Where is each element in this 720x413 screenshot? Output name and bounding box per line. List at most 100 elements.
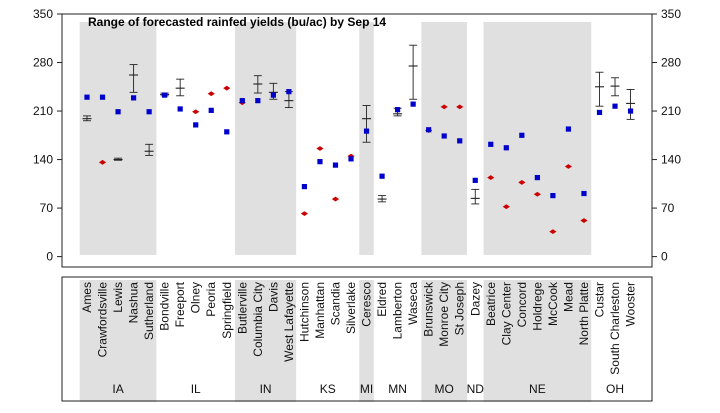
blue-point: [84, 94, 90, 100]
red-point: [440, 104, 448, 110]
site-label: Eldred: [375, 282, 389, 317]
state-label: IA: [112, 382, 123, 396]
y-tick-label-left: 280: [33, 56, 53, 70]
blue-point: [255, 98, 261, 104]
blue-point: [270, 92, 276, 98]
y-tick-label-left: 70: [40, 201, 54, 215]
site-label: Clay Center: [499, 282, 513, 345]
site-label: Ceresco: [360, 282, 374, 327]
state-label: OH: [606, 382, 624, 396]
blue-point: [239, 98, 245, 104]
site-label: Crawfordsville: [96, 282, 110, 358]
red-point: [518, 180, 526, 185]
site-label: St Joseph: [453, 282, 467, 335]
red-point: [207, 91, 215, 97]
state-shade: [79, 22, 157, 255]
blue-point: [410, 101, 416, 107]
red-point: [502, 204, 510, 210]
y-tick-label-right: 70: [661, 201, 675, 215]
state-labels: IA IL IN KS MI MN MO ND NE OH: [112, 382, 624, 396]
site-label: Silverlake: [344, 282, 358, 334]
site-label: Wooster: [624, 282, 638, 326]
y-tick-label-right: 140: [661, 153, 681, 167]
state-label: IL: [191, 382, 201, 396]
blue-point: [395, 107, 401, 113]
blue-point: [550, 193, 556, 199]
state-shade: [421, 280, 467, 402]
state-shading-top: [79, 22, 592, 255]
site-label: Springfield: [220, 282, 234, 339]
blue-point: [224, 129, 230, 135]
y-tick-label-left: 0: [46, 250, 53, 264]
y-tick-label-right: 280: [661, 56, 681, 70]
blue-point: [130, 95, 137, 101]
site-label: South Charleston: [608, 282, 622, 375]
red-point: [223, 85, 231, 91]
blue-point: [363, 128, 370, 134]
red-point: [316, 146, 324, 151]
blue-point: [286, 89, 292, 95]
blue-point: [162, 92, 168, 98]
blue-point: [99, 94, 106, 100]
blue-point: [348, 156, 354, 162]
state-shade: [235, 22, 297, 255]
state-label: KS: [320, 382, 336, 396]
label-frame: [61, 276, 653, 402]
state-label: ND: [467, 382, 485, 396]
red-point: [98, 159, 107, 165]
blue-point: [612, 103, 618, 109]
state-shade: [79, 280, 157, 402]
blue-point: [565, 126, 572, 132]
state-shade: [235, 280, 297, 402]
red-point: [331, 196, 340, 202]
site-label: Waseca: [406, 282, 420, 325]
blue-point: [581, 190, 587, 197]
blue-point: [519, 132, 525, 138]
blue-point: [115, 109, 121, 115]
site-label: Bondville: [158, 282, 172, 331]
state-label: IN: [260, 382, 272, 396]
site-label: Lewis: [111, 282, 125, 313]
red-point: [564, 164, 573, 169]
site-label: Nashua: [127, 282, 141, 324]
state-label: NE: [529, 382, 546, 396]
chart-title: Range of forecasted rainfed yields (bu/a…: [88, 15, 386, 29]
axes: 0 0 70 70 140 140 210 210 280 280 350 350: [33, 7, 681, 264]
y-tick-label-right: 350: [661, 7, 681, 21]
blue-point: [596, 109, 603, 116]
red-point: [347, 153, 355, 159]
red-point: [487, 175, 495, 180]
site-label: Dazey: [468, 282, 482, 316]
site-label: West Lafayette: [282, 282, 296, 362]
site-label: Butlerville: [235, 282, 249, 334]
site-label: Beatrice: [484, 282, 498, 326]
data-marks: [82, 44, 636, 235]
state-shade: [483, 22, 592, 255]
site-label: Custar: [592, 282, 606, 317]
site-label: Manhattan: [313, 282, 327, 339]
y-tick-label-left: 350: [33, 7, 53, 21]
site-label: Lamberton: [391, 282, 405, 339]
site-label: Mead: [561, 282, 575, 312]
site-label: Scandia: [328, 282, 342, 326]
state-label: MN: [388, 382, 407, 396]
state-shade: [483, 280, 592, 402]
site-label: North Platte: [577, 282, 591, 346]
state-label: MI: [360, 382, 373, 396]
blue-point: [426, 127, 432, 133]
blue-point: [208, 107, 214, 113]
blue-point: [534, 174, 540, 181]
blue-point: [177, 106, 183, 112]
site-labels: Ames Crawfordsville Lewis Nashua Sutherland B…: [80, 281, 638, 375]
y-tick-label-left: 210: [33, 104, 53, 118]
y-tick-label-left: 140: [33, 153, 53, 167]
blue-point: [503, 145, 509, 151]
blue-point: [301, 183, 308, 190]
red-point: [580, 218, 588, 223]
site-label: Columbia City: [251, 282, 265, 357]
site-label: Davis: [266, 282, 280, 312]
red-point: [456, 104, 464, 110]
red-point: [192, 109, 200, 115]
red-point: [533, 191, 541, 197]
